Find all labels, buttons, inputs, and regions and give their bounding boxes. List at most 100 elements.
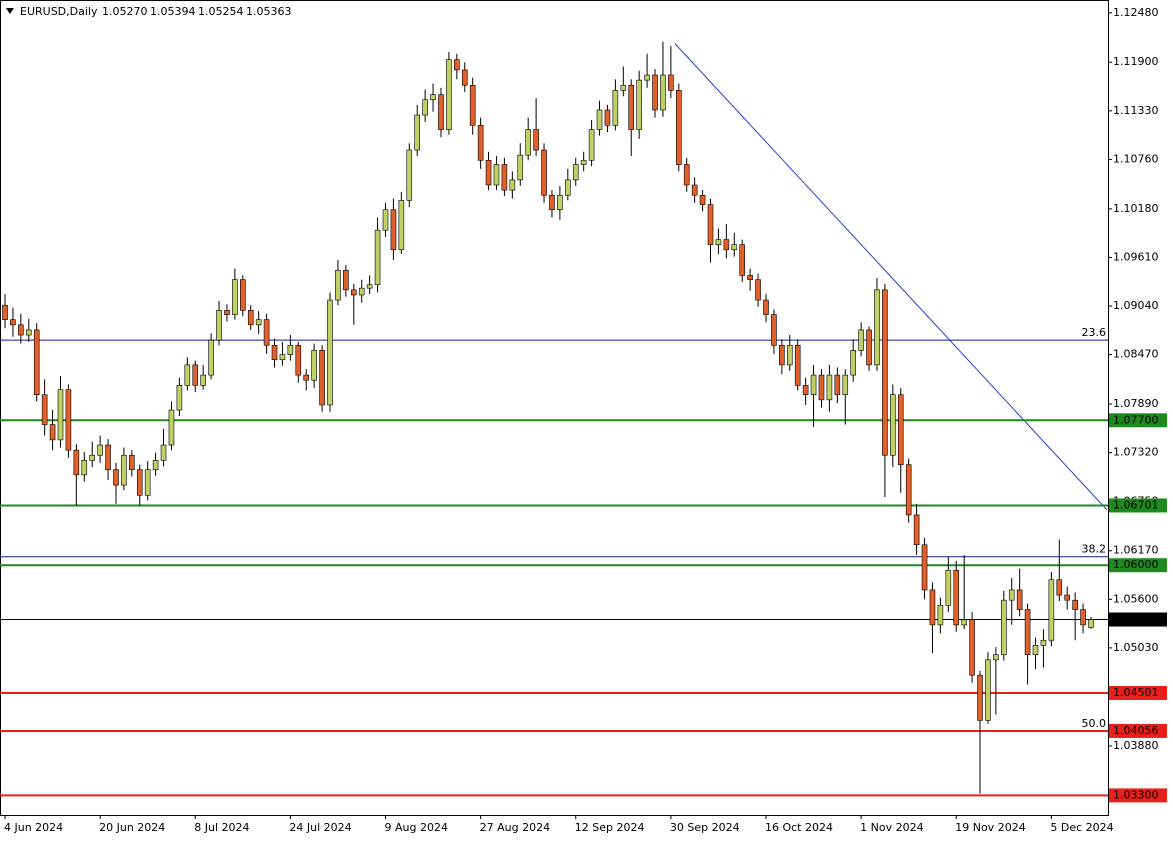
candle-body (572, 164, 579, 181)
level-label-box (1109, 686, 1167, 701)
candle-body (652, 74, 658, 111)
candle-body (25, 329, 32, 336)
candle-body (660, 74, 666, 111)
candle-body (176, 385, 183, 411)
candle-body (897, 394, 904, 465)
candle-body (691, 184, 698, 196)
candle-body (240, 279, 246, 311)
candle-body (739, 244, 746, 276)
y-tick-label: 1.09040 (1113, 299, 1159, 312)
candle-body (18, 324, 24, 336)
candle-body (731, 244, 738, 251)
candle-body (382, 209, 389, 231)
candle-body (565, 179, 571, 196)
menu-arrow[interactable] (6, 8, 14, 14)
candle-body (335, 269, 341, 301)
level-label: 1.06701 (1113, 498, 1159, 511)
candle-body (232, 279, 238, 315)
candle-body (295, 344, 302, 376)
candle-body (588, 129, 595, 161)
candle-body (842, 374, 849, 396)
candle-body (1001, 599, 1007, 656)
candle-body (723, 239, 730, 251)
candle-body (144, 469, 151, 496)
candle-body (33, 329, 40, 396)
header-close: 1.05363 (246, 5, 292, 18)
candle-body (461, 69, 468, 86)
y-tick-label: 1.07890 (1113, 397, 1159, 410)
candle-body (319, 350, 325, 406)
y-tick-label: 1.10760 (1113, 152, 1159, 165)
level-label-box (1109, 413, 1167, 428)
candle-body (779, 344, 785, 366)
candle-body (469, 84, 476, 126)
x-tick-label: 20 Jun 2024 (99, 821, 165, 834)
candle-body (121, 454, 127, 486)
x-tick-label: 1 Nov 2024 (860, 821, 923, 834)
candle-body (192, 364, 199, 386)
candle-body (533, 129, 539, 151)
candle-body (287, 344, 294, 355)
x-tick-label: 16 Oct 2024 (765, 821, 833, 834)
candle-body (136, 469, 143, 496)
candle-body (485, 159, 492, 186)
y-tick-label: 1.11330 (1113, 104, 1159, 117)
candle-body (1056, 579, 1063, 596)
candle-body (1040, 639, 1047, 646)
candle-body (786, 344, 793, 366)
candle-body (430, 94, 436, 101)
candle-body (454, 59, 460, 71)
candle-body (905, 464, 912, 516)
candle-body (49, 424, 56, 441)
x-tick-label: 9 Aug 2024 (384, 821, 447, 834)
x-tick-label: 24 Jul 2024 (289, 821, 351, 834)
candle-body (477, 125, 484, 161)
candle-body (509, 179, 516, 191)
level-label-box (1109, 612, 1167, 627)
candle-body (993, 654, 999, 661)
level-label: 1.03300 (1113, 788, 1159, 801)
candle-body (707, 204, 714, 245)
y-tick-label: 1.12480 (1113, 6, 1159, 19)
fib-label: 38.2 (1082, 543, 1107, 556)
candle-body (1032, 645, 1039, 656)
y-tick-label: 1.10180 (1113, 202, 1159, 215)
candle-body (580, 159, 587, 165)
x-tick-label: 8 Jul 2024 (194, 821, 249, 834)
candle-body (113, 469, 119, 486)
candle-body (358, 287, 365, 296)
candle-body (160, 444, 167, 461)
level-label: 1.05363 (1113, 613, 1159, 626)
candle-body (57, 389, 64, 441)
candle-body (184, 364, 191, 386)
candle-body (129, 454, 135, 471)
candle-body (525, 129, 531, 156)
candle-body (200, 374, 206, 386)
candle-body (208, 339, 214, 376)
candle-body (699, 194, 706, 205)
level-label: 1.06000 (1113, 558, 1159, 571)
candle-body (866, 329, 872, 366)
candle-body (517, 154, 524, 181)
y-tick-label: 1.09610 (1113, 250, 1159, 263)
level-label-box (1109, 723, 1167, 738)
candle-body (224, 310, 230, 315)
candle-body (263, 319, 270, 346)
candle-body (683, 164, 690, 186)
x-tick-label: 27 Aug 2024 (480, 821, 550, 834)
y-tick-label: 1.05600 (1113, 592, 1159, 605)
candle-body (422, 99, 428, 116)
fib-label: 50.0 (1082, 717, 1107, 730)
candle-body (636, 79, 642, 130)
candle-body (763, 299, 769, 315)
candle-body (327, 299, 333, 406)
candle-body (668, 74, 674, 91)
candle-body (366, 284, 373, 289)
candle-body (446, 59, 452, 130)
candle-body (10, 319, 16, 326)
header-high: 1.05394 (150, 5, 196, 18)
level-label-box (1109, 788, 1167, 803)
x-tick-label: 4 Jun 2024 (4, 821, 63, 834)
